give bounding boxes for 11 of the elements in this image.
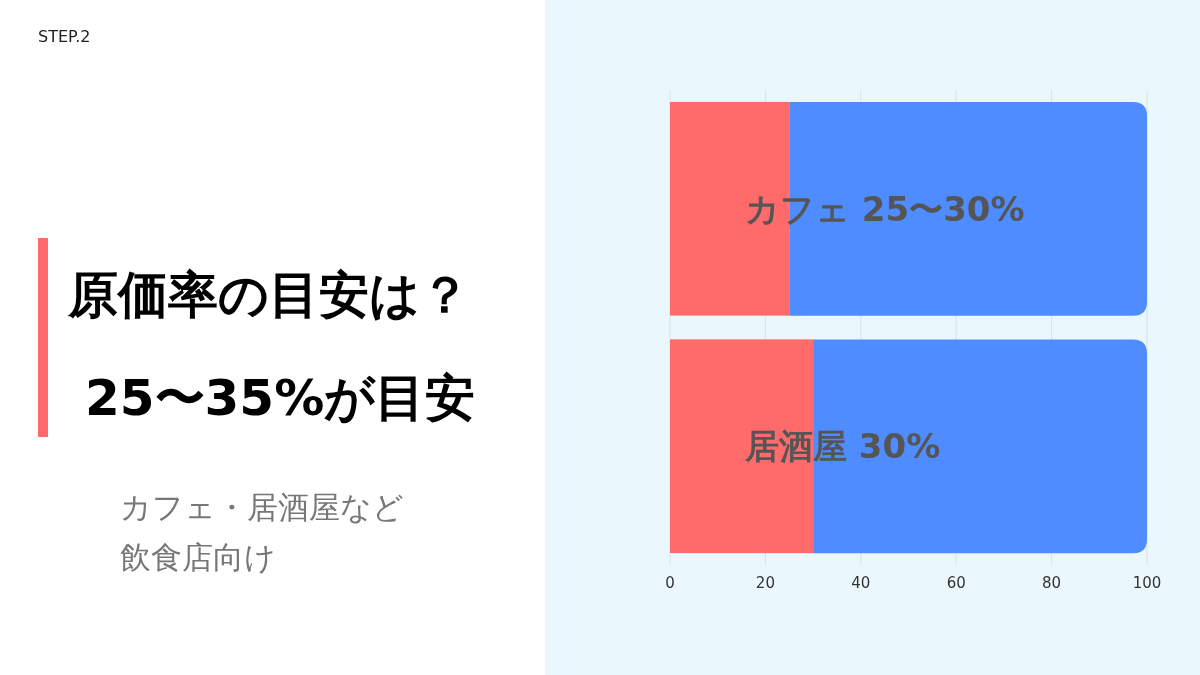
x-tick-label: 80	[1042, 574, 1062, 592]
x-tick-label: 20	[755, 574, 775, 592]
x-tick-label: 0	[665, 574, 675, 592]
y-tick-label: 居酒屋 30%	[744, 426, 941, 467]
bar	[813, 339, 1147, 554]
x-tick-label: 40	[851, 574, 871, 592]
text: STEP.2	[38, 27, 91, 46]
text: カフェ・居酒屋など飲食店向け	[120, 488, 405, 577]
x-tick-label: 100	[1132, 574, 1162, 592]
x-tick-label: 60	[946, 574, 966, 592]
text: 原価率の目安は？ 25〜35%が目安	[67, 266, 476, 427]
